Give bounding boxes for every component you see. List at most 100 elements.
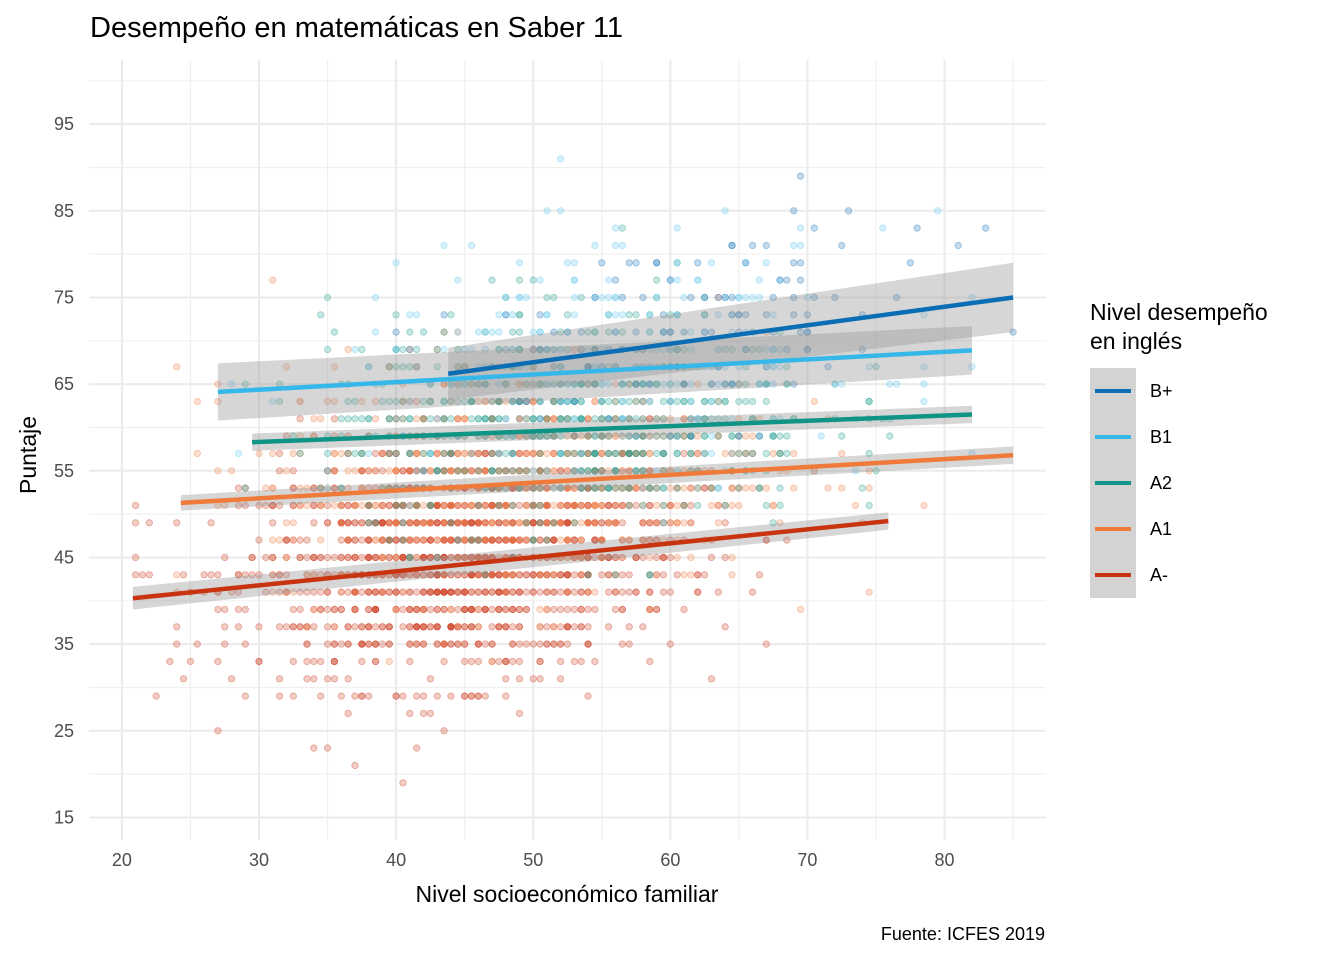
point-a2 bbox=[673, 449, 681, 458]
point-a1 bbox=[488, 657, 496, 666]
point-b-minusplus bbox=[728, 241, 736, 250]
point-a-minus bbox=[392, 519, 400, 527]
point-a2 bbox=[358, 449, 366, 458]
point-a1 bbox=[707, 501, 716, 510]
point-a-minus bbox=[241, 571, 249, 579]
point-a-minus bbox=[440, 553, 448, 562]
point-a-minus bbox=[433, 640, 441, 648]
point-a-minus bbox=[481, 536, 489, 544]
point-a-minus bbox=[461, 692, 469, 700]
point-a-minus bbox=[502, 605, 510, 614]
point-a-minus bbox=[467, 571, 476, 579]
point-a1 bbox=[673, 519, 681, 527]
point-a-minus bbox=[488, 640, 496, 648]
point-a-minus bbox=[728, 484, 736, 492]
point-a2 bbox=[639, 449, 647, 458]
point-a-minus bbox=[433, 553, 441, 562]
y-tick-label: 85 bbox=[54, 201, 74, 221]
point-a-minus bbox=[371, 588, 380, 596]
point-a-minus bbox=[584, 623, 592, 631]
chart-title: Desempeño en matemáticas en Saber 11 bbox=[90, 12, 624, 44]
point-a1 bbox=[632, 484, 640, 492]
point-a-minus bbox=[358, 623, 366, 631]
point-a-minus bbox=[365, 553, 373, 562]
point-b-minusplus bbox=[810, 224, 818, 232]
point-a-minus bbox=[481, 501, 489, 510]
point-a-minus bbox=[721, 553, 729, 562]
point-a-minus bbox=[303, 553, 311, 562]
caption: Fuente: ICFES 2019 bbox=[881, 924, 1045, 944]
point-a-minus bbox=[570, 501, 578, 510]
point-a-minus bbox=[687, 484, 695, 492]
point-b-minusplus bbox=[440, 311, 448, 319]
point-a-minus bbox=[214, 727, 222, 735]
point-a-minus bbox=[598, 519, 606, 527]
point-a-minus bbox=[502, 501, 510, 510]
point-a-minus bbox=[467, 519, 476, 527]
point-a-minus bbox=[529, 588, 537, 596]
y-tick-label: 25 bbox=[54, 721, 74, 741]
point-a1 bbox=[454, 519, 462, 527]
legend-title: Nivel desempeño en inglés bbox=[1090, 299, 1268, 354]
point-a-minus bbox=[378, 536, 387, 544]
point-a1 bbox=[694, 449, 702, 458]
point-a1 bbox=[269, 536, 277, 544]
point-a-minus bbox=[666, 553, 674, 562]
point-a2 bbox=[323, 449, 332, 458]
point-a-minus bbox=[577, 623, 585, 631]
point-a2 bbox=[632, 397, 640, 406]
point-a-minus bbox=[618, 501, 626, 510]
point-a2 bbox=[474, 467, 482, 475]
point-a-minus bbox=[413, 501, 421, 510]
point-a-minus bbox=[344, 640, 352, 648]
point-a-minus bbox=[577, 484, 585, 492]
point-a-minus bbox=[584, 519, 592, 527]
point-a-minus bbox=[440, 553, 448, 562]
point-a-minus bbox=[433, 588, 441, 596]
point-a1 bbox=[433, 449, 441, 458]
point-a2 bbox=[413, 501, 421, 510]
point-a-minus bbox=[618, 571, 626, 579]
point-a-minus bbox=[529, 536, 537, 544]
point-b1 bbox=[440, 241, 448, 250]
point-b1 bbox=[673, 259, 681, 267]
point-a1 bbox=[769, 449, 777, 458]
point-a-minus bbox=[591, 449, 599, 458]
point-a1 bbox=[666, 484, 674, 492]
point-a-minus bbox=[426, 571, 434, 579]
point-a1 bbox=[481, 519, 489, 527]
point-a-minus bbox=[392, 588, 400, 596]
point-a2 bbox=[323, 345, 332, 354]
point-a-minus bbox=[454, 605, 462, 614]
point-a-minus bbox=[529, 640, 537, 648]
point-a-minus bbox=[365, 536, 373, 544]
point-a-minus bbox=[639, 449, 647, 458]
point-a-minus bbox=[317, 588, 325, 596]
point-b-minusplus bbox=[653, 259, 661, 267]
point-a-minus bbox=[440, 571, 448, 579]
point-a-minus bbox=[385, 553, 393, 562]
point-a-minus bbox=[687, 415, 695, 423]
point-b1 bbox=[755, 276, 764, 284]
point-a2 bbox=[529, 415, 537, 423]
point-a1 bbox=[536, 605, 544, 614]
point-a-minus bbox=[433, 623, 441, 631]
point-a-minus bbox=[433, 571, 441, 579]
point-a1 bbox=[310, 605, 318, 614]
point-a-minus bbox=[255, 571, 263, 579]
point-a2 bbox=[687, 449, 695, 458]
point-a-minus bbox=[625, 536, 633, 544]
point-a-minus bbox=[467, 571, 476, 579]
point-a2 bbox=[776, 501, 784, 510]
point-a-minus bbox=[495, 571, 503, 579]
point-a-minus bbox=[550, 536, 558, 544]
point-a-minus bbox=[495, 467, 503, 475]
point-a1 bbox=[440, 640, 448, 648]
point-a-minus bbox=[399, 467, 407, 475]
point-a-minus bbox=[543, 605, 551, 614]
point-a-minus bbox=[502, 623, 510, 631]
point-a-minus bbox=[406, 709, 414, 718]
point-a-minus bbox=[241, 484, 249, 492]
point-b-minusplus bbox=[618, 293, 626, 302]
point-a1 bbox=[447, 467, 455, 475]
